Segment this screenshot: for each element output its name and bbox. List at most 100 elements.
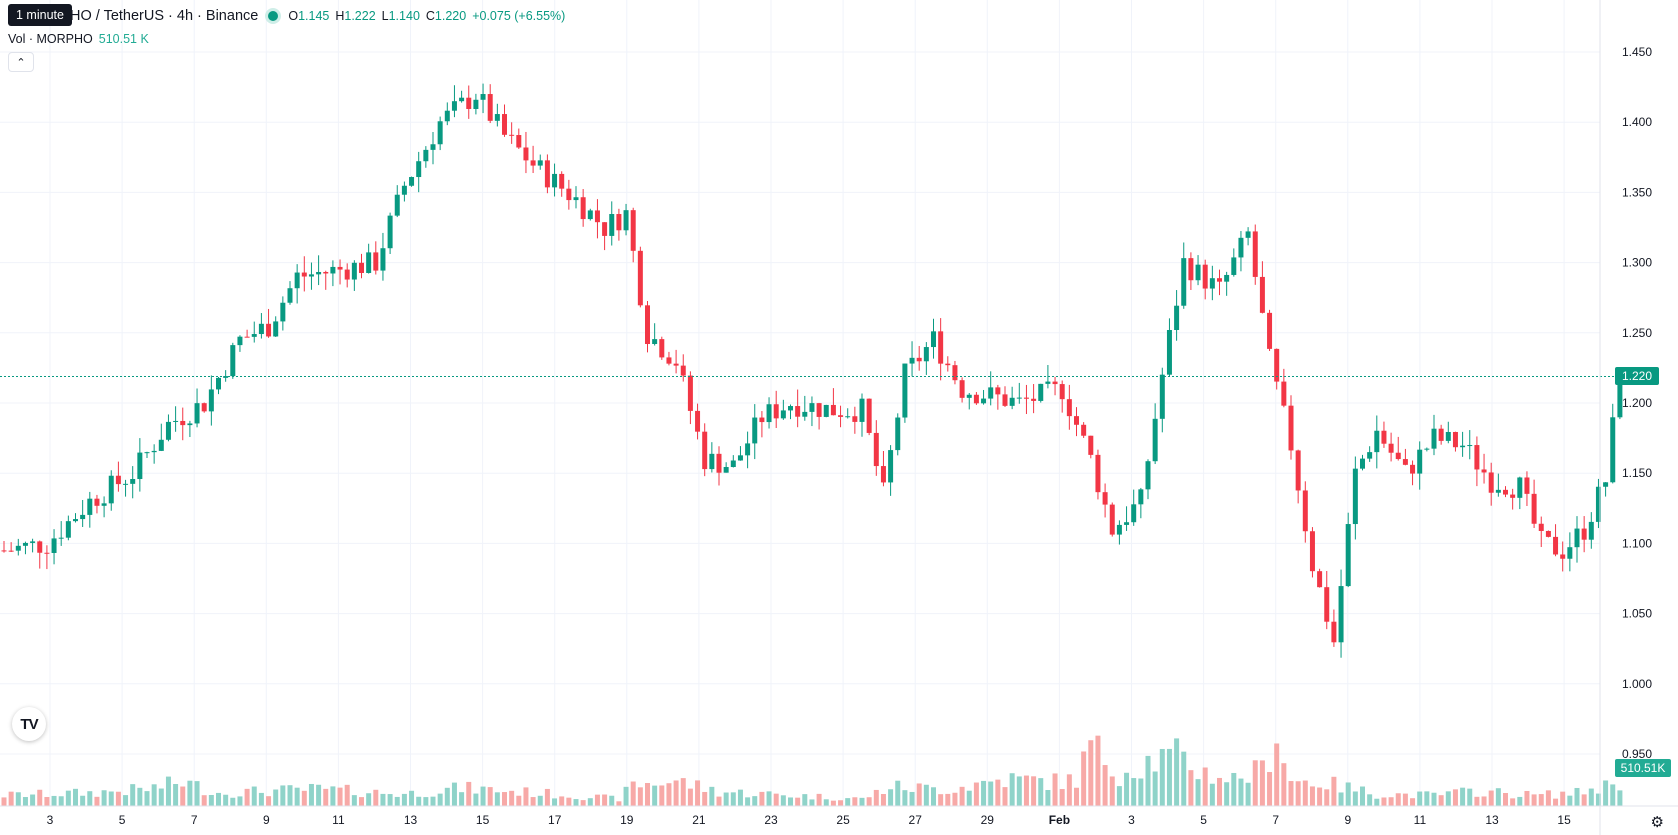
volume-bar: [1538, 794, 1544, 806]
volume-bar: [1045, 790, 1051, 806]
candle-body: [444, 110, 450, 122]
volume-bar: [1138, 778, 1144, 806]
candle-body: [966, 394, 972, 398]
candle-body: [1367, 452, 1373, 459]
candle-body: [1338, 586, 1344, 643]
y-tick-label: 1.000: [1622, 677, 1652, 691]
tradingview-logo-icon[interactable]: TV: [12, 707, 46, 741]
volume-bar: [1481, 796, 1487, 806]
candle-body: [308, 274, 314, 277]
y-tick-label: 1.100: [1622, 536, 1652, 550]
candle-body: [416, 161, 422, 178]
candle-body: [594, 210, 600, 223]
volume-bar: [845, 798, 851, 806]
volume-bar: [509, 790, 515, 806]
volume-bar: [301, 790, 307, 806]
candle-body: [251, 334, 257, 337]
volume-bar: [1302, 780, 1308, 806]
candle-body: [273, 321, 279, 337]
candle-body: [1059, 384, 1065, 400]
candle-body: [1309, 531, 1315, 572]
candle-body: [652, 339, 658, 345]
candle-body: [587, 210, 593, 220]
x-tick-label: 17: [548, 813, 562, 827]
candle-body: [1195, 264, 1201, 281]
volume-bar: [1395, 793, 1401, 806]
candle-body: [630, 210, 636, 251]
volume-bar: [337, 787, 343, 806]
volume-bar: [1510, 798, 1516, 806]
x-tick-label: 11: [332, 813, 345, 827]
volume-bar: [888, 789, 894, 806]
candle-body: [916, 357, 922, 362]
volume-bar: [609, 795, 615, 806]
candle-body: [158, 439, 164, 451]
last-price-label: 1.220: [1622, 369, 1652, 383]
candle-body: [487, 94, 493, 121]
x-tick-label: 29: [981, 813, 995, 827]
candle-body: [952, 365, 958, 381]
volume-bar: [1503, 792, 1508, 806]
candle-body: [1274, 348, 1280, 382]
candle-body: [137, 452, 143, 480]
candle-body: [795, 406, 801, 417]
candle-body: [1124, 522, 1130, 525]
candle-body: [973, 394, 979, 404]
collapse-legend-button[interactable]: ⌃: [8, 52, 34, 72]
volume-bar: [1195, 779, 1201, 806]
volume-bar: [1581, 794, 1587, 806]
volume-bar: [1345, 782, 1351, 806]
volume-bar: [1560, 791, 1566, 806]
candles: [1, 83, 1623, 658]
candle-body: [866, 398, 872, 433]
volume-bar: [223, 794, 229, 806]
volume-bar: [616, 801, 622, 806]
symbol-title[interactable]: HO / TetherUS · 4h · Binance: [70, 8, 259, 24]
candle-body: [573, 197, 579, 201]
change-value: +0.075 (+6.55%): [472, 9, 566, 23]
candle-body: [1603, 482, 1609, 487]
chevron-up-icon: ⌃: [16, 56, 26, 69]
volume-bar: [802, 794, 808, 806]
x-tick-label: 7: [191, 813, 198, 827]
volume-bar: [1174, 738, 1180, 806]
volume-bar: [444, 787, 450, 806]
candle-body: [559, 173, 565, 189]
volume-bar: [1152, 771, 1158, 806]
candle-body: [1467, 445, 1473, 447]
candle-body: [1524, 477, 1530, 494]
candle-body: [1131, 504, 1137, 523]
candle-body: [609, 214, 615, 236]
volume-bar: [687, 788, 693, 806]
candle-body: [1145, 461, 1151, 490]
candle-body: [537, 160, 543, 166]
volume-bar: [1052, 773, 1058, 806]
x-tick-label: 7: [1272, 813, 1279, 827]
volume-bar: [981, 780, 987, 806]
candle-body: [909, 357, 915, 364]
volume-bar: [330, 786, 336, 806]
volume-bar: [580, 800, 586, 806]
candle-body: [1016, 397, 1022, 399]
candle-body: [723, 467, 729, 473]
volume-bar: [988, 781, 994, 806]
volume-bar: [1188, 770, 1194, 806]
volume-bar: [1, 797, 7, 806]
volume-bar: [8, 791, 14, 806]
candle-body: [552, 173, 558, 188]
candle-body: [394, 194, 400, 216]
candle-body: [509, 134, 515, 136]
volume-bar: [1066, 774, 1072, 806]
volume-bar: [344, 784, 350, 806]
candle-body: [1595, 486, 1601, 522]
x-tick-label: 15: [476, 813, 490, 827]
volume-bar: [287, 785, 293, 806]
candle-body: [1295, 450, 1301, 491]
volume-bar: [1417, 791, 1423, 806]
volume-bar: [1574, 787, 1580, 806]
gear-icon[interactable]: ⚙: [1650, 814, 1664, 831]
candle-body: [830, 404, 836, 416]
candle-body: [680, 365, 686, 376]
volume-bar: [909, 791, 915, 806]
